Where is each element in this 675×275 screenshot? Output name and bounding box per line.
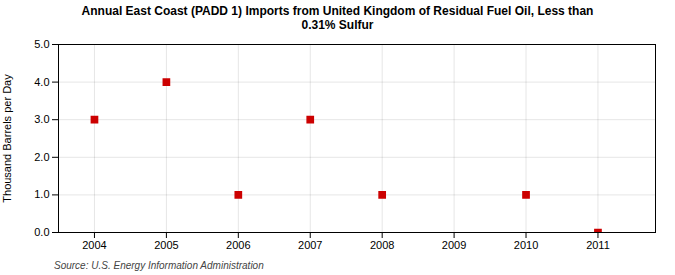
html-text:Annual East Coast (PADD 1) Imp: Annual East Coast (PADD 1) Imports from … bbox=[81, 4, 594, 32]
svg-text:2010: 2010 bbox=[514, 239, 538, 251]
svg-text:2008: 2008 bbox=[370, 239, 394, 251]
svg-text:2007: 2007 bbox=[298, 239, 322, 251]
svg-text:4.0: 4.0 bbox=[34, 76, 49, 88]
svg-text:3.0: 3.0 bbox=[34, 113, 49, 125]
svg-text:5.0: 5.0 bbox=[34, 38, 49, 50]
svg-text:2.0: 2.0 bbox=[34, 151, 49, 163]
svg-text:Thousand Barrels per Day: Thousand Barrels per Day bbox=[1, 74, 13, 203]
svg-text:1.0: 1.0 bbox=[34, 188, 49, 200]
svg-text:2009: 2009 bbox=[442, 239, 466, 251]
svg-text:2005: 2005 bbox=[154, 239, 178, 251]
svg-text:2006: 2006 bbox=[226, 239, 250, 251]
svg-text:2004: 2004 bbox=[82, 239, 106, 251]
svg-text:2011: 2011 bbox=[586, 239, 610, 251]
svg-text:0.0: 0.0 bbox=[34, 226, 49, 238]
html-text:Source: U.S. Energy Informatio: Source: U.S. Energy Information Administ… bbox=[54, 260, 264, 271]
